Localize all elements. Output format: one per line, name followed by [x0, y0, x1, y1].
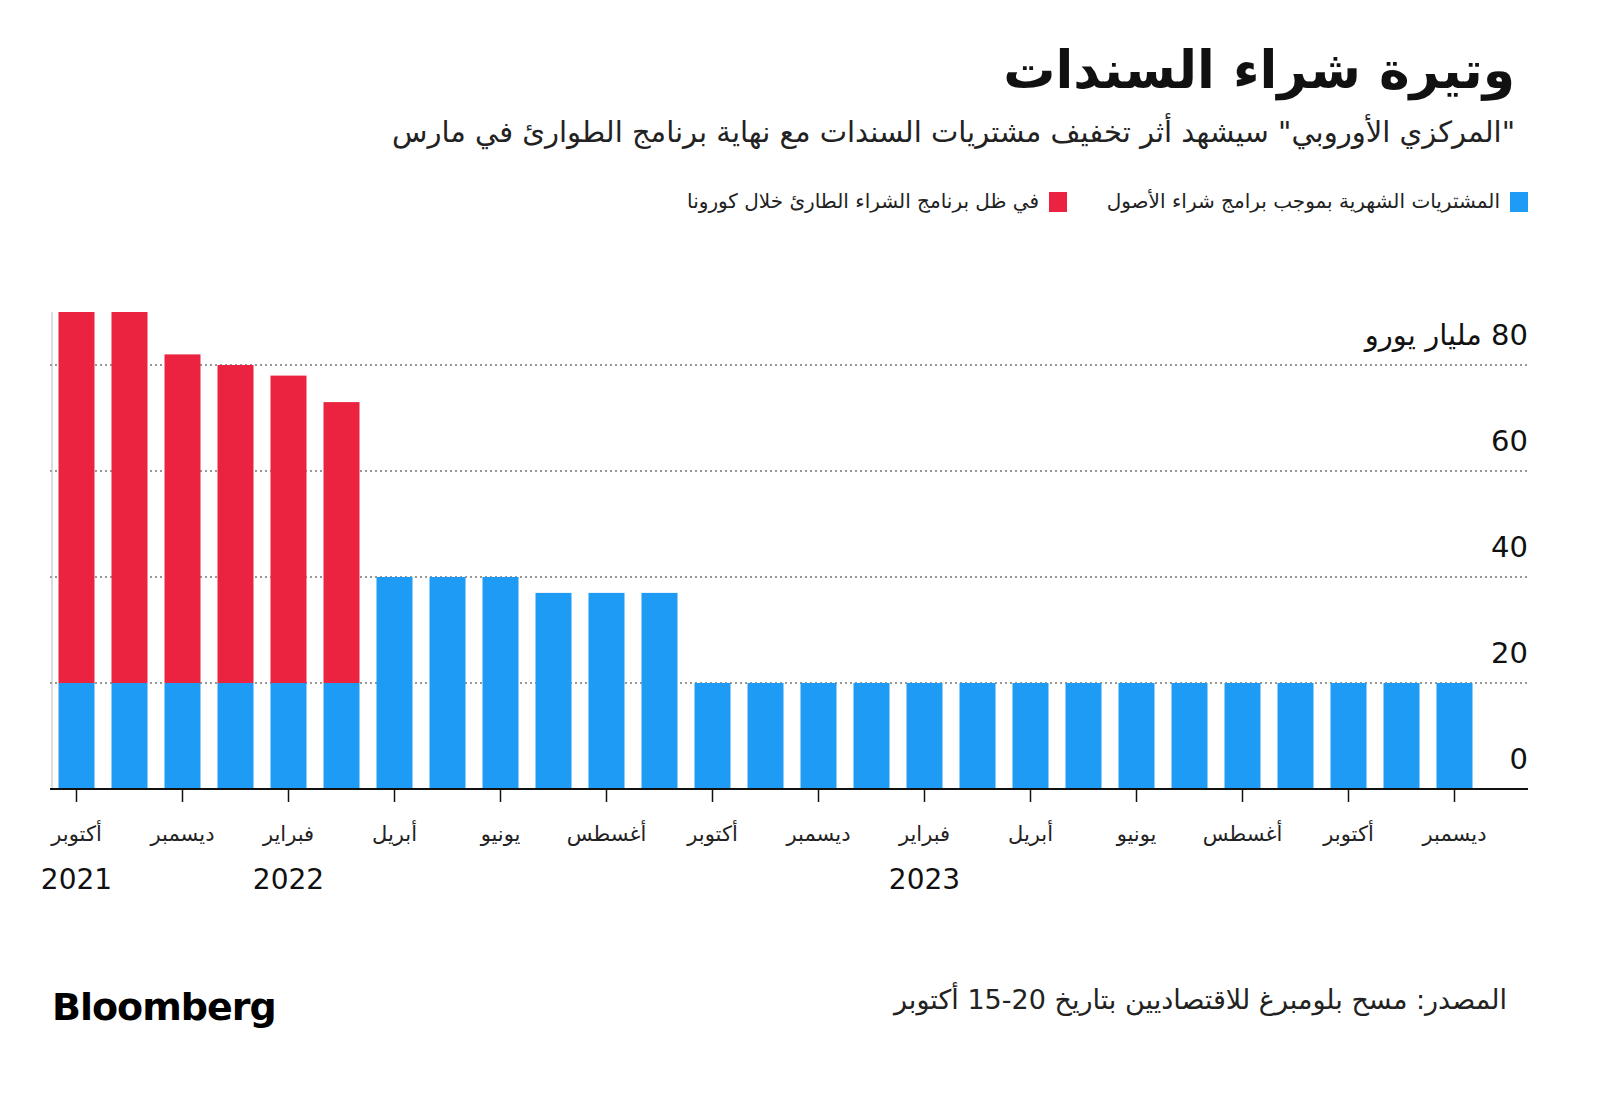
- x-tick: [394, 789, 396, 802]
- bar: [854, 683, 890, 789]
- subtitle: "المركزي الأوروبي" سيشهد أثر تخفيف مشتري…: [392, 118, 1515, 147]
- bar: [483, 577, 519, 789]
- x-tick: [606, 789, 608, 802]
- bar: [642, 593, 678, 789]
- bar: [324, 683, 360, 789]
- bar: [1066, 683, 1102, 789]
- x-tick: [182, 789, 184, 802]
- bar: [907, 683, 943, 789]
- bar: [165, 683, 201, 789]
- bar: [165, 354, 201, 683]
- x-tick-label: أكتوبر: [643, 824, 783, 845]
- bar: [271, 683, 307, 789]
- x-tick: [818, 789, 820, 802]
- grid-line: [50, 364, 1528, 365]
- y-tick-label: 0: [1510, 745, 1528, 774]
- bar: [112, 683, 148, 789]
- y-tick-label: 60: [1491, 427, 1528, 456]
- y-tick-label: 40: [1491, 533, 1528, 562]
- x-tick-label: أغسطس: [537, 824, 677, 845]
- bar: [589, 593, 625, 789]
- x-year-label: 2023: [855, 866, 995, 894]
- bars: [59, 312, 1473, 789]
- x-tick: [500, 789, 502, 802]
- bar: [59, 683, 95, 789]
- x-tick-label: ديسمبر: [113, 824, 253, 845]
- x-year-label: 2021: [7, 866, 147, 894]
- title: وتيرة شراء السندات: [1003, 44, 1515, 96]
- x-tick-label: أغسطس: [1173, 824, 1313, 845]
- bar: [748, 683, 784, 789]
- bar: [430, 577, 466, 789]
- source: المصدر: مسح بلومبرغ للاقتصاديين بتاريخ 2…: [894, 986, 1507, 1013]
- x-tick: [1242, 789, 1244, 802]
- x-tick: [1030, 789, 1032, 802]
- legend-label: المشتريات الشهرية بموجب برامج شراء الأصو…: [1107, 191, 1500, 211]
- bar: [1278, 683, 1314, 789]
- bar: [377, 577, 413, 789]
- x-tick: [924, 789, 926, 802]
- bar: [218, 683, 254, 789]
- x-tick: [1454, 789, 1456, 802]
- legend-swatch: [1049, 192, 1067, 212]
- chart-svg: [0, 0, 1600, 1108]
- bar: [271, 376, 307, 683]
- bar: [960, 683, 996, 789]
- x-tick-label: يونيو: [1067, 824, 1207, 845]
- x-tick: [288, 789, 290, 802]
- x-tick: [1348, 789, 1350, 802]
- x-tick-label: ديسمبر: [1385, 824, 1525, 845]
- x-tick: [76, 789, 78, 802]
- bar: [801, 683, 837, 789]
- bar: [218, 365, 254, 683]
- bar: [1331, 683, 1367, 789]
- x-tick-label: أكتوبر: [7, 824, 147, 845]
- bar: [1172, 683, 1208, 789]
- brand-logo: Bloomberg: [52, 988, 276, 1026]
- bar: [59, 312, 95, 683]
- baseline-overlay: [50, 788, 1528, 790]
- bar: [112, 312, 148, 683]
- x-tick: [1136, 789, 1138, 802]
- x-tick-label: يونيو: [431, 824, 571, 845]
- bar: [1437, 683, 1473, 789]
- bar: [1013, 683, 1049, 789]
- x-year-label: 2022: [219, 866, 359, 894]
- y-tick-label: 20: [1491, 639, 1528, 668]
- bar: [536, 593, 572, 789]
- x-tick-label: أكتوبر: [1279, 824, 1419, 845]
- y-tick-label: 80 مليار يورو: [1365, 321, 1528, 350]
- bar: [1225, 683, 1261, 789]
- x-tick-label: فبراير: [219, 824, 359, 845]
- x-tick-label: فبراير: [855, 824, 995, 845]
- bar: [1119, 683, 1155, 789]
- chart-root: وتيرة شراء السندات "المركزي الأوروبي" سيش…: [0, 0, 1600, 1108]
- bar: [695, 683, 731, 789]
- y-axis-line: [52, 312, 53, 789]
- x-tick-label: أبريل: [325, 824, 465, 845]
- bar: [324, 402, 360, 683]
- x-tick-label: أبريل: [961, 824, 1101, 845]
- x-tick: [712, 789, 714, 802]
- bar: [1384, 683, 1420, 789]
- baseline: [50, 788, 1528, 790]
- legend-label: في ظل برنامج الشراء الطارئ خلال كورونا: [687, 191, 1039, 211]
- legend-swatch: [1510, 192, 1528, 212]
- x-tick-label: ديسمبر: [749, 824, 889, 845]
